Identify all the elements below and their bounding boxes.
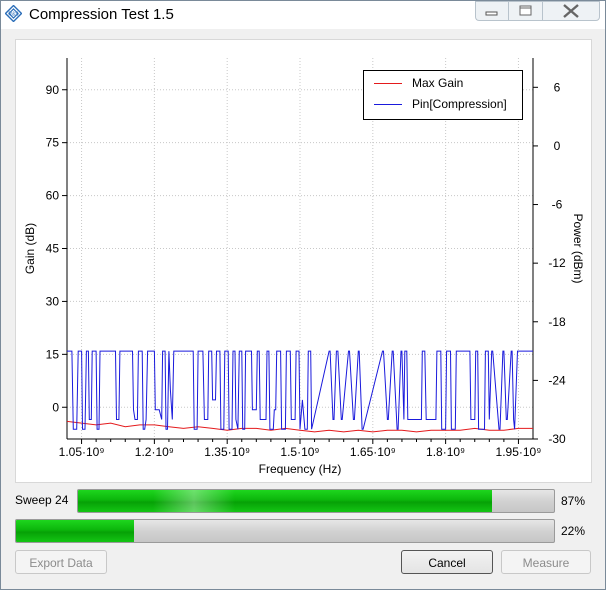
y2-tick-label: 0 [554, 139, 561, 153]
compression-chart: 1.05·10⁹ 1.2·10⁹ 1.35·10⁹ 1.5·10⁹ 1.65·10⁹ 1.… [23, 58, 585, 476]
chart-area[interactable]: 1.05·10⁹ 1.2·10⁹ 1.35·10⁹ 1.5·10⁹ 1.65·10⁹ 1.… [15, 39, 592, 483]
sweep-progress-percent: 87% [561, 494, 586, 508]
series-line-pin-compression [67, 350, 533, 430]
y-tick-label: 30 [46, 294, 60, 308]
legend-label-max-gain: Max Gain [412, 76, 464, 90]
export-data-button[interactable]: Export Data [15, 550, 107, 574]
step-progress-fill [16, 520, 135, 542]
x-axis-title: Frequency (Hz) [259, 462, 342, 476]
minimize-icon [485, 11, 498, 16]
series-line-max-gain [66, 420, 533, 433]
y2-axis-title: Power (dBm) [571, 213, 585, 283]
window-title: Compression Test 1.5 [29, 6, 174, 23]
legend-entry-max-gain: Max Gain [364, 75, 522, 95]
x-tick-label: 1.65·10⁹ [350, 445, 396, 459]
title-bar[interactable]: R&S Compression Test 1.5 [1, 1, 605, 29]
close-icon [563, 4, 579, 18]
sweep-progress-bar [77, 489, 555, 513]
y2-tick-label: -6 [552, 198, 563, 212]
legend-swatch-pin-compression [374, 104, 402, 105]
minimize-button[interactable] [475, 1, 508, 21]
step-progress-percent: 22% [561, 524, 586, 538]
sweep-progress-fill [78, 490, 493, 512]
rohde-schwarz-diamond-icon: R&S [5, 5, 22, 22]
y-tick-label: 60 [46, 189, 60, 203]
y-tick-label: 75 [46, 136, 60, 150]
y2-tick-label: -24 [548, 373, 566, 387]
maximize-icon [519, 5, 532, 16]
sweep-label: Sweep 24 [15, 493, 69, 507]
close-button[interactable] [542, 1, 600, 21]
x-tick-label: 1.2·10⁹ [135, 445, 174, 459]
x-tick-label: 1.05·10⁹ [59, 445, 105, 459]
chart-legend: Max Gain Pin[Compression] [363, 70, 523, 120]
measure-button[interactable]: Measure [501, 550, 591, 574]
y2-tick-label: -12 [548, 256, 566, 270]
svg-text:R&S: R&S [8, 12, 19, 18]
y-tick-label: 90 [46, 83, 60, 97]
y-tick-label: 45 [46, 242, 60, 256]
x-tick-label: 1.5·10⁹ [280, 445, 319, 459]
y-tick-label: 15 [46, 347, 60, 361]
maximize-button[interactable] [508, 1, 542, 21]
y-tick-label: 0 [52, 400, 59, 414]
x-tick-label: 1.8·10⁹ [426, 445, 465, 459]
legend-swatch-max-gain [374, 83, 402, 84]
step-progress-bar [15, 519, 555, 543]
y2-tick-label: 6 [554, 80, 561, 94]
x-tick-label: 1.35·10⁹ [204, 445, 250, 459]
legend-label-pin-compression: Pin[Compression] [412, 97, 507, 111]
y-axis-title: Gain (dB) [23, 223, 37, 274]
y2-tick-label: -18 [548, 315, 566, 329]
cancel-button[interactable]: Cancel [401, 550, 493, 574]
legend-entry-pin-compression: Pin[Compression] [364, 96, 522, 116]
y2-tick-label: -30 [548, 432, 566, 446]
x-tick-label: 1.95·10⁹ [496, 445, 542, 459]
